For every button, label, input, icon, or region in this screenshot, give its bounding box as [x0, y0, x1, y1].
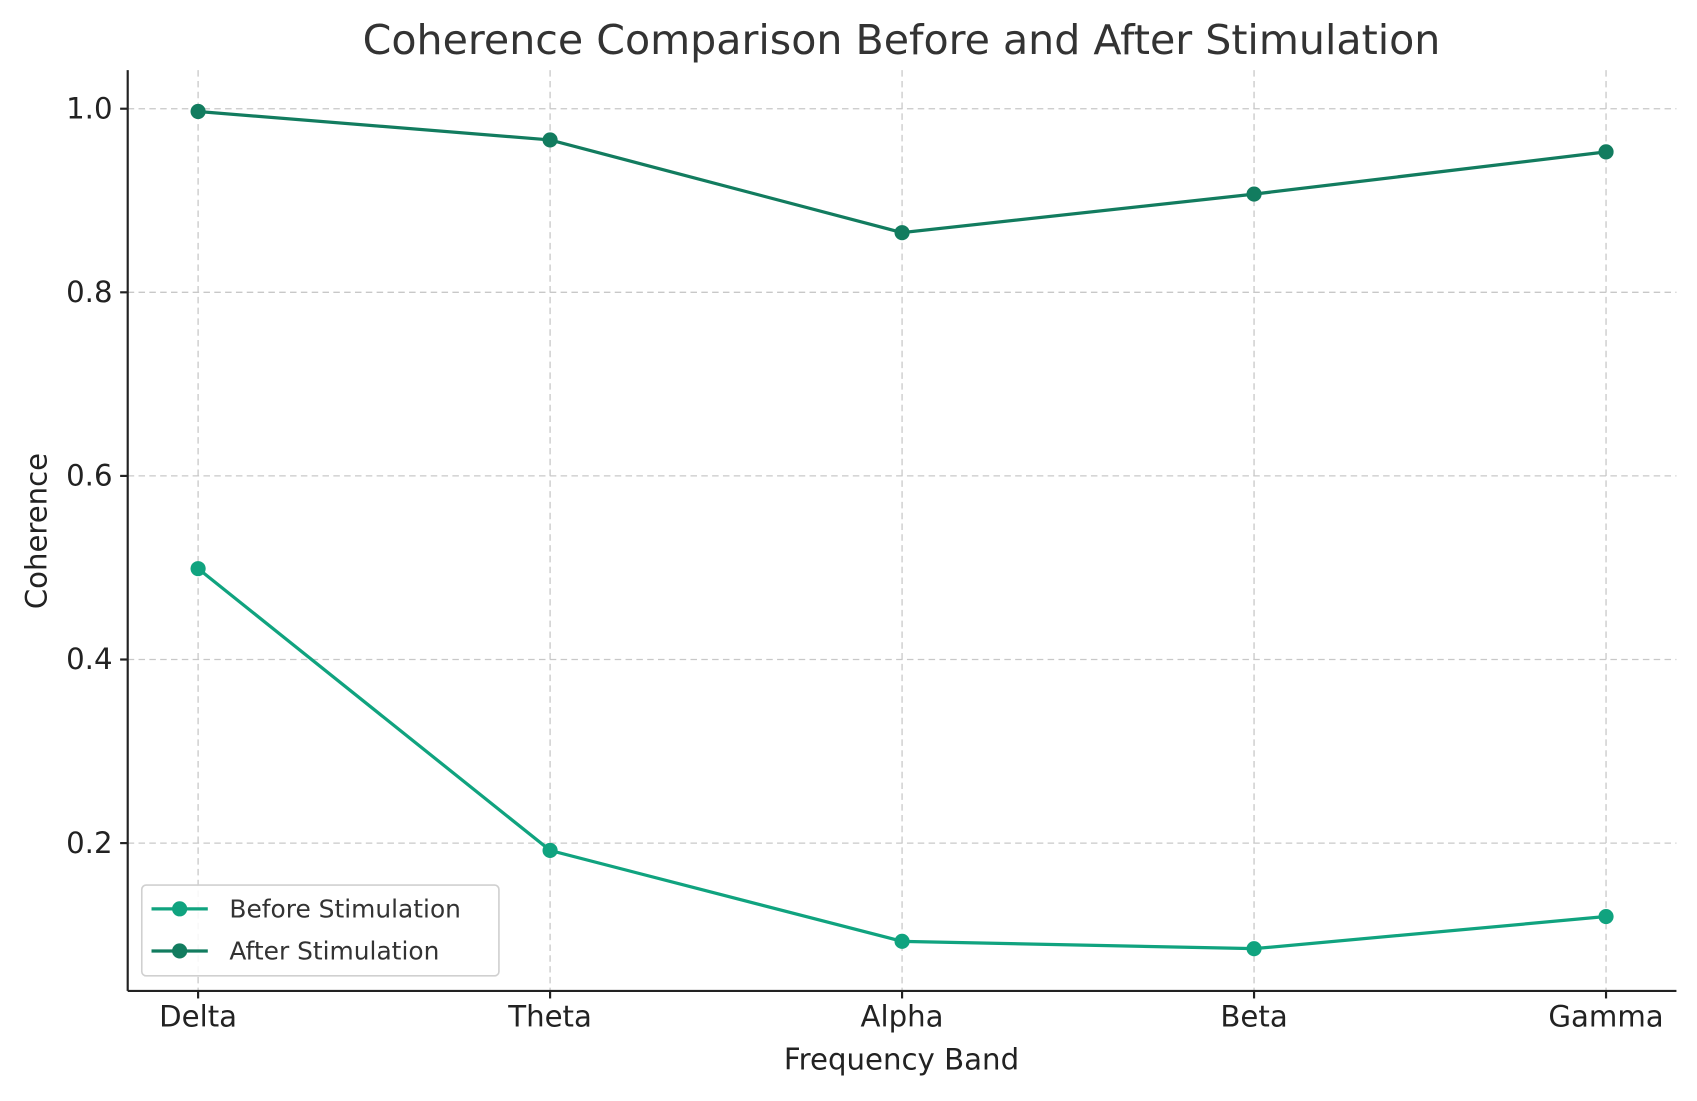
legend-marker-before	[172, 901, 188, 917]
chart-title: Coherence Comparison Before and After St…	[363, 16, 1441, 64]
legend-label-after: After Stimulation	[229, 937, 439, 966]
y-tick-label: 0.8	[66, 275, 112, 309]
y-tick-label: 0.4	[66, 642, 112, 676]
data-point-before	[1598, 908, 1614, 925]
legend-marker-after	[172, 943, 188, 959]
y-tick-label: 1.0	[66, 91, 112, 125]
data-point-after	[190, 103, 206, 120]
y-tick-label: 0.6	[66, 459, 112, 493]
data-point-before	[542, 842, 558, 859]
data-point-before	[190, 561, 206, 577]
y-tick-label: 0.2	[66, 826, 112, 860]
y-axis-label: Coherence	[20, 453, 54, 609]
data-point-after	[1598, 144, 1614, 160]
legend-label-before: Before Stimulation	[229, 895, 461, 924]
x-axis-label: Frequency Band	[784, 1043, 1019, 1077]
x-tick-label: Alpha	[861, 1000, 944, 1034]
data-point-before	[894, 933, 910, 949]
data-point-after	[894, 225, 910, 241]
data-point-after	[1246, 186, 1262, 202]
x-tick-label: Beta	[1220, 1000, 1287, 1034]
legend-box	[140, 884, 500, 977]
ticks: Delta Theta Alpha Beta Gamma 0.2 0.4 0.6 0.8 1.0	[66, 91, 1664, 1033]
series-lines	[190, 103, 1614, 957]
x-tick-label: Delta	[159, 1000, 237, 1034]
data-point-before	[1246, 941, 1262, 957]
data-point-after	[542, 132, 558, 148]
legend: Before Stimulation After Stimulation	[140, 884, 500, 977]
x-tick-label: Theta	[507, 1000, 592, 1034]
grid	[127, 70, 1677, 991]
x-tick-label: Gamma	[1548, 1000, 1663, 1034]
